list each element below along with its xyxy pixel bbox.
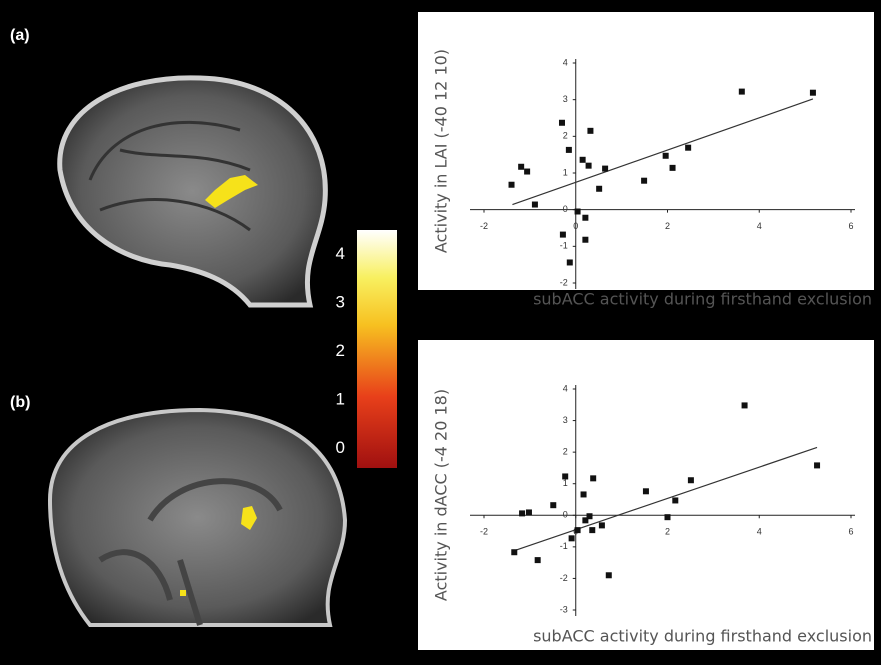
scatter-point <box>606 572 612 578</box>
scatter-point <box>511 549 517 555</box>
colorbar-tick-label: 1 <box>336 389 345 408</box>
y-tick-label: 1 <box>563 478 568 488</box>
y-tick-label: 4 <box>563 57 568 67</box>
scatter-point <box>581 491 587 497</box>
colorbar <box>357 230 397 468</box>
scatter-point <box>670 165 676 171</box>
x-tick-label: -2 <box>480 527 488 537</box>
y-tick-label: -2 <box>560 573 568 583</box>
x-tick-label: 2 <box>665 527 670 537</box>
colorbar-tick-label: 4 <box>336 244 345 263</box>
plot-background <box>418 340 874 650</box>
scatter-point <box>560 232 566 238</box>
y-tick-label: 2 <box>563 447 568 457</box>
x-tick-label: 4 <box>757 527 762 537</box>
x-tick-label: 6 <box>848 221 853 231</box>
y-tick-label: 1 <box>563 167 568 177</box>
y-tick-label: 0 <box>563 510 568 520</box>
scatter-point <box>524 169 530 175</box>
scatter-point <box>582 237 588 243</box>
scatter-point <box>575 209 581 215</box>
y-tick-label: 0 <box>563 204 568 214</box>
scatter-point <box>582 215 588 221</box>
scatter-point <box>810 90 816 96</box>
scatter-point <box>672 497 678 503</box>
y-tick-label: 3 <box>563 94 568 104</box>
scatter-point <box>575 527 581 533</box>
scatter-point <box>518 164 524 170</box>
y-tick-label: 2 <box>563 131 568 141</box>
panel-label: (b) <box>10 394 30 411</box>
scatter-point <box>685 145 691 151</box>
x-axis-label: subACC activity during firsthand exclusi… <box>533 627 872 646</box>
x-tick-label: -2 <box>480 221 488 231</box>
scatter-point <box>587 128 593 134</box>
x-tick-label: 2 <box>665 221 670 231</box>
scatter-point <box>532 202 538 208</box>
colorbar-tick-label: 0 <box>336 438 345 457</box>
y-axis-label: Activity in LAI (-40 12 10) <box>432 49 451 253</box>
scatter-point <box>663 153 669 159</box>
scatter-point <box>519 510 525 516</box>
x-axis-label: subACC activity during firsthand exclusi… <box>533 290 872 309</box>
scatter-point <box>814 462 820 468</box>
scatter-point <box>587 513 593 519</box>
scatter-point <box>742 402 748 408</box>
scatter-point <box>562 473 568 479</box>
scatter-point <box>586 163 592 169</box>
scatter-point <box>602 166 608 172</box>
scatter-point <box>589 527 595 533</box>
panel-label: (a) <box>10 27 30 44</box>
scatter-point <box>535 557 541 563</box>
plot-background <box>418 12 874 290</box>
y-tick-label: 3 <box>563 415 568 425</box>
scatter-point <box>596 186 602 192</box>
scatter-point <box>665 514 671 520</box>
y-tick-label: -1 <box>560 541 568 551</box>
scatter-point <box>559 120 565 126</box>
scatter-point <box>580 157 586 163</box>
colorbar-tick-label: 2 <box>336 341 345 360</box>
x-tick-label: 6 <box>848 527 853 537</box>
scatter-point <box>526 509 532 515</box>
figure: (a) (b) 0 1 2 3 4 -2 0 2 4 6 -2 -1 0 1 2 3 4 subACC activ… <box>0 0 881 665</box>
scatter-point <box>569 535 575 541</box>
scatter-point <box>509 182 515 188</box>
x-tick-label: 0 <box>573 221 578 231</box>
scatter-point <box>599 522 605 528</box>
scatter-point <box>688 477 694 483</box>
y-tick-label: -3 <box>560 604 568 614</box>
scatter-point <box>566 147 572 153</box>
scatter-point <box>567 259 573 265</box>
scatter-point <box>550 502 556 508</box>
scatter-point <box>641 178 647 184</box>
y-tick-label: 4 <box>563 383 568 393</box>
colorbar-tick-label: 3 <box>336 292 345 311</box>
scatter-point <box>739 89 745 95</box>
y-tick-label: -1 <box>560 241 568 251</box>
scatter-point <box>590 475 596 481</box>
y-axis-label: Activity in dACC (-4 20 18) <box>432 389 451 601</box>
x-tick-label: 4 <box>757 221 762 231</box>
scatter-point <box>643 488 649 494</box>
y-tick-label: -2 <box>560 277 568 287</box>
brain-image-b <box>50 410 345 625</box>
